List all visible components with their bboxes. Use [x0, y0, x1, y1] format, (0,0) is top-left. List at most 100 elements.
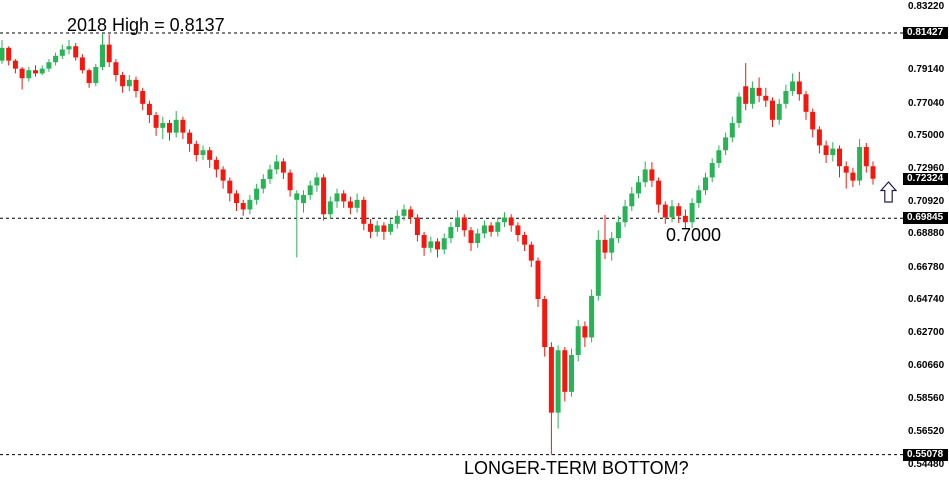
candle-body	[656, 180, 662, 205]
candle-body	[776, 103, 782, 120]
candle-body	[448, 227, 454, 239]
candle-body	[863, 147, 869, 167]
candle	[736, 92, 742, 128]
candle	[66, 39, 72, 55]
candle	[595, 230, 601, 301]
candle-body	[207, 150, 213, 160]
candle-body	[267, 169, 273, 180]
candle-body	[354, 199, 360, 208]
candle	[810, 108, 816, 138]
candle-body	[408, 209, 414, 218]
candle	[790, 73, 796, 96]
candle	[522, 231, 528, 252]
candle-body	[341, 193, 347, 202]
price-tick-label: 0.58560	[908, 393, 945, 405]
candle-body	[495, 222, 501, 232]
candle-body	[100, 44, 105, 68]
candle-body	[388, 223, 394, 232]
candle-body	[294, 193, 300, 200]
candle	[776, 99, 782, 125]
candle-body	[602, 239, 608, 253]
candle-body	[213, 159, 219, 170]
candle	[388, 219, 394, 236]
candle-body	[46, 62, 52, 69]
candle-body	[361, 199, 367, 224]
candle	[542, 295, 548, 357]
candle-body	[870, 166, 876, 179]
candle	[428, 236, 434, 253]
candle	[770, 97, 775, 128]
candle	[441, 233, 447, 255]
candle-body	[502, 217, 507, 223]
candle-body	[260, 179, 266, 189]
candle-body	[636, 182, 641, 194]
candle	[100, 33, 105, 71]
candle-body	[321, 177, 327, 215]
candle	[180, 116, 186, 140]
candle	[649, 162, 655, 188]
candle	[435, 238, 440, 258]
candle	[213, 156, 219, 178]
candle-body	[187, 132, 193, 144]
candle	[220, 166, 226, 189]
candle-body	[609, 238, 615, 253]
candle	[823, 140, 829, 164]
candle-body	[368, 223, 373, 232]
candle	[140, 87, 146, 111]
level-price-label: 0.69845	[903, 212, 948, 225]
candle	[656, 177, 662, 213]
candle	[723, 132, 729, 156]
level-price-label: 0.81427	[903, 27, 948, 39]
candle-body	[589, 295, 595, 338]
price-tick-label: 0.68880	[908, 228, 945, 240]
candle	[850, 167, 856, 188]
candle	[703, 172, 708, 196]
candle	[207, 147, 213, 168]
candle-body	[12, 60, 18, 69]
candle	[314, 172, 320, 192]
candle-body	[6, 47, 12, 61]
candle-body	[857, 147, 863, 181]
candle	[548, 342, 554, 455]
candle-body	[743, 86, 749, 104]
candle	[153, 111, 159, 136]
price-tick-label: 0.56520	[908, 426, 945, 437]
candle	[120, 71, 126, 93]
candle	[642, 161, 648, 188]
candle	[870, 161, 876, 185]
candle	[502, 212, 507, 228]
candle	[401, 204, 407, 221]
candle	[200, 145, 206, 160]
candle	[535, 257, 541, 308]
candle-body	[167, 123, 172, 133]
candle-body	[0, 47, 5, 61]
candle-body	[575, 326, 581, 356]
candle-body	[615, 222, 621, 239]
candle	[93, 63, 99, 87]
candle-body	[736, 96, 742, 124]
candle-body	[153, 115, 159, 128]
candle	[461, 214, 467, 237]
candle-body	[790, 81, 796, 92]
candle	[267, 164, 273, 184]
annotation-0-7000-level: 0.7000	[666, 225, 722, 245]
candle-body	[455, 217, 461, 228]
price-tick-label: 0.83220	[908, 1, 945, 12]
candle	[475, 228, 481, 248]
candle	[481, 220, 487, 239]
current-price-label: 0.72324	[903, 172, 948, 185]
candle-body	[287, 172, 293, 191]
candle	[33, 65, 38, 77]
candle-body	[274, 161, 280, 170]
candle	[321, 174, 327, 221]
candle	[73, 43, 79, 61]
candle-body	[394, 215, 400, 224]
candle	[368, 219, 373, 239]
candle-body	[770, 100, 775, 120]
candle-body	[146, 103, 152, 116]
price-tick-label: 0.62700	[908, 327, 945, 339]
candle-body	[86, 70, 92, 84]
candle	[709, 158, 715, 183]
